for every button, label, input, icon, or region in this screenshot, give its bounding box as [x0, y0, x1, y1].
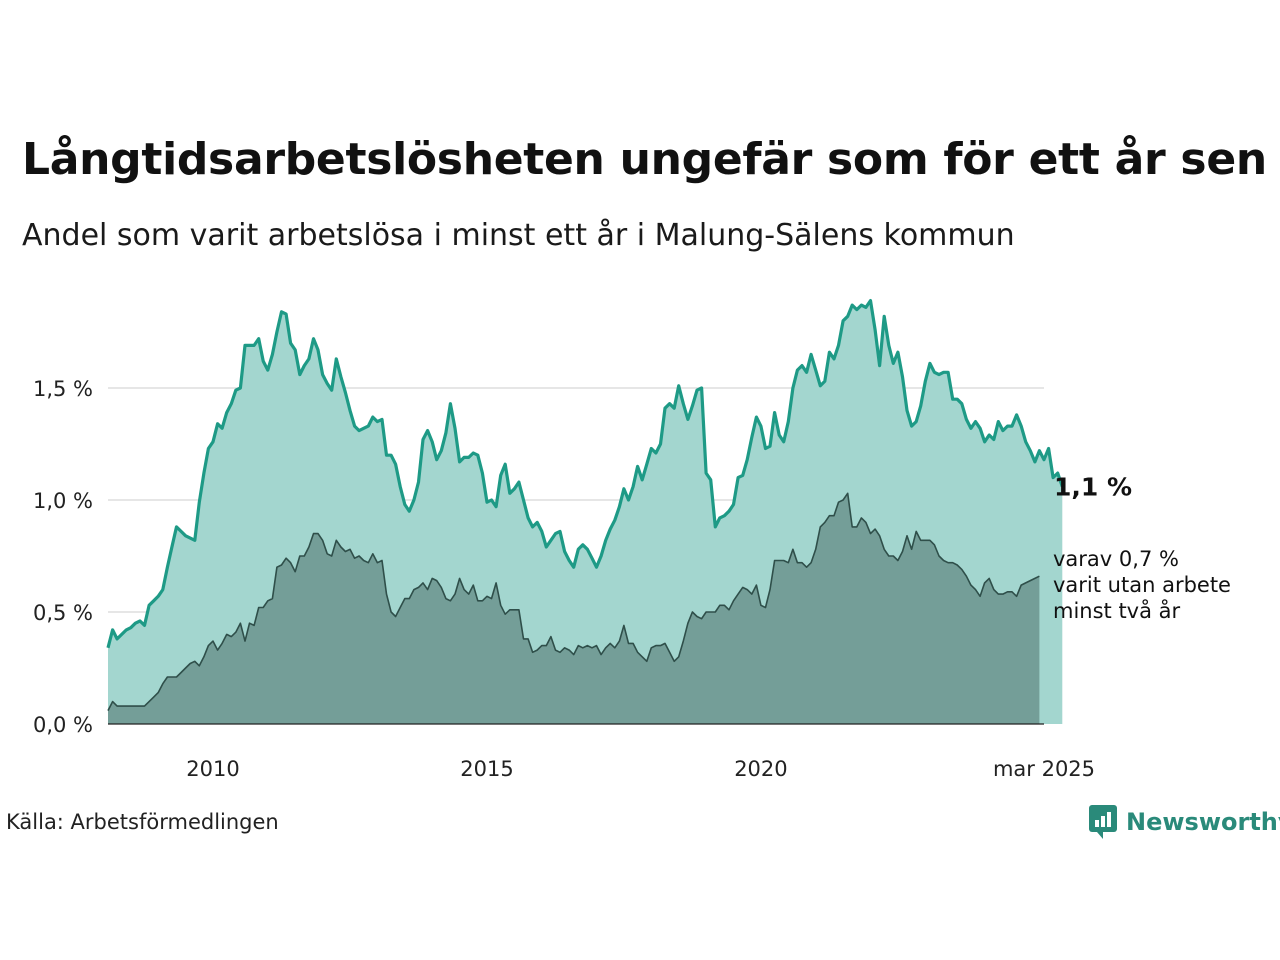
y-tick-label: 1,0 %	[33, 489, 93, 513]
lower-series-area	[108, 493, 1040, 724]
upper-series-annotation: 1,1 %	[1054, 473, 1132, 502]
upper-series-line	[106, 299, 1064, 649]
brand-logo: Newsworthy	[1088, 804, 1280, 840]
y-tick-label: 0,5 %	[33, 601, 93, 625]
x-tick-label: 2015	[460, 757, 513, 781]
x-tick-label: 2020	[734, 757, 787, 781]
source-note: Källa: Arbetsförmedlingen	[6, 810, 279, 834]
chart-subtitle: Andel som varit arbetslösa i minst ett å…	[22, 218, 1015, 253]
x-tick-label: 2010	[186, 757, 239, 781]
brand-icon	[1089, 805, 1117, 839]
lower-series-line	[107, 492, 1040, 711]
y-tick-label: 0,0 %	[33, 713, 93, 737]
chart-title: Långtidsarbetslösheten ungefär som för e…	[22, 134, 1267, 185]
x-tick-label: mar 2025	[993, 757, 1095, 781]
brand-name: Newsworthy	[1126, 808, 1280, 836]
lower-series-annotation: varav 0,7 % varit utan arbete minst två år	[1053, 547, 1231, 623]
y-tick-label: 1,5 %	[33, 377, 93, 401]
